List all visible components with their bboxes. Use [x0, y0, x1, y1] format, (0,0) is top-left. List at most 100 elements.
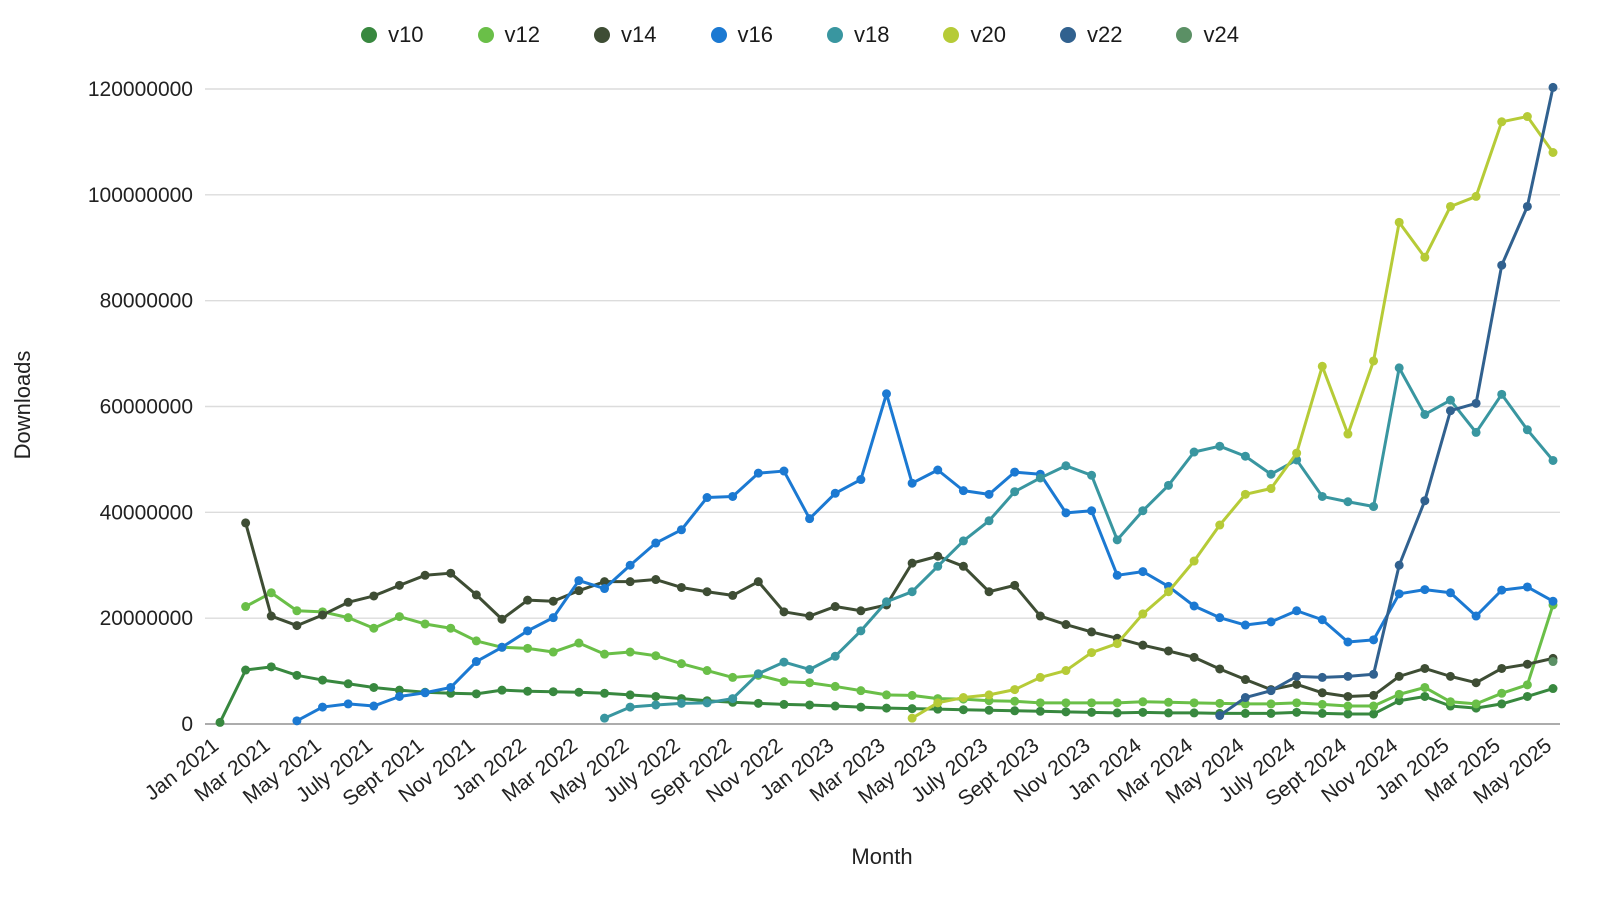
series-line-v14 [244, 521, 1555, 698]
data-point-v10 [241, 665, 251, 675]
data-point-v20 [1369, 356, 1379, 366]
data-point-v16 [830, 488, 840, 498]
legend-color-dot-v20 [943, 27, 960, 43]
data-point-v12 [241, 602, 251, 612]
data-point-v10 [907, 704, 917, 714]
data-point-v14 [318, 610, 328, 620]
data-point-v12 [1138, 697, 1148, 707]
legend-label-v14: v14 [621, 22, 657, 47]
data-point-v18 [1061, 461, 1071, 471]
data-point-v10 [1369, 709, 1379, 719]
legend-item-v24: v24 [1176, 24, 1239, 46]
legend-label-v16: v16 [737, 22, 773, 47]
y-tick-label: 100000000 [88, 184, 193, 207]
data-point-v12 [292, 606, 302, 616]
data-point-v14 [1394, 671, 1404, 681]
data-point-v14 [394, 580, 404, 590]
y-axis-title: Downloads [10, 351, 35, 460]
data-point-v14 [420, 570, 430, 580]
data-point-v16 [1138, 567, 1148, 577]
legend-label-v10: v10 [388, 22, 424, 47]
data-point-v18 [1035, 473, 1045, 483]
data-point-v22 [1394, 560, 1404, 570]
data-point-v16 [1087, 506, 1097, 516]
data-point-v14 [1420, 663, 1430, 673]
legend-item-v14: v14 [594, 22, 657, 47]
data-point-v18 [958, 536, 968, 546]
data-point-v16 [497, 642, 507, 652]
data-point-v16 [394, 691, 404, 701]
data-point-v16 [1317, 615, 1327, 625]
data-point-v18 [1497, 389, 1507, 399]
data-point-v14 [1087, 627, 1097, 637]
data-point-v20 [1445, 201, 1455, 211]
data-point-v20 [1215, 520, 1225, 530]
data-point-v24 [1548, 657, 1558, 667]
data-point-v20 [1010, 685, 1020, 695]
legend-label-v12: v12 [504, 22, 541, 47]
data-point-v20 [1061, 666, 1071, 676]
data-point-v16 [1240, 620, 1250, 630]
data-point-v12 [1266, 699, 1276, 709]
data-point-v14 [1471, 678, 1481, 688]
data-point-v16 [1189, 601, 1199, 611]
data-point-v16 [1445, 588, 1455, 598]
data-point-v16 [1266, 617, 1276, 627]
data-point-v14 [548, 596, 558, 606]
data-point-v18 [1266, 469, 1276, 479]
data-point-v20 [1292, 448, 1302, 458]
data-point-v10 [523, 686, 533, 696]
data-point-v16 [600, 584, 610, 594]
data-point-v12 [1394, 689, 1404, 699]
series-line-v22 [1218, 85, 1555, 718]
data-point-v10 [1163, 708, 1173, 718]
data-point-v18 [1343, 497, 1353, 507]
data-point-v20 [1471, 191, 1481, 201]
data-point-v20 [958, 693, 968, 703]
data-point-v18 [728, 694, 738, 704]
y-axis-tick-labels: 0 20000000 40000000 60000000 80000000 1000000… [88, 78, 193, 736]
data-point-v18 [1138, 506, 1148, 516]
data-point-v10 [215, 717, 225, 727]
data-point-v14 [1292, 679, 1302, 689]
data-point-v12 [523, 643, 533, 653]
data-point-v14 [805, 611, 815, 621]
data-point-v10 [984, 705, 994, 715]
data-point-v14 [1035, 611, 1045, 621]
data-point-v16 [1471, 611, 1481, 621]
data-point-v14 [1522, 659, 1532, 669]
series-v24 [1548, 657, 1558, 667]
data-point-v20 [1138, 609, 1148, 619]
data-point-v12 [1035, 698, 1045, 708]
data-point-v14 [907, 558, 917, 568]
data-point-v12 [1317, 699, 1327, 709]
data-point-v22 [1266, 686, 1276, 696]
y-tick-label: 60000000 [100, 396, 193, 419]
data-point-v16 [446, 682, 456, 692]
data-point-v18 [1215, 441, 1225, 451]
data-point-v10 [471, 689, 481, 699]
data-point-v12 [882, 690, 891, 700]
data-point-v16 [1112, 570, 1122, 580]
data-point-v16 [728, 491, 738, 501]
data-point-v10 [1035, 706, 1045, 716]
data-point-v22 [1522, 201, 1532, 211]
data-point-v12 [394, 612, 404, 622]
data-point-v12 [471, 636, 481, 646]
data-point-v16 [292, 716, 302, 726]
data-point-v16 [856, 475, 866, 485]
data-point-v16 [651, 538, 661, 548]
data-point-v20 [1189, 556, 1199, 566]
data-point-v10 [1138, 707, 1148, 717]
data-point-v12 [830, 681, 840, 691]
data-point-v22 [1471, 398, 1481, 408]
data-point-v18 [625, 702, 635, 712]
series-v22 [1215, 82, 1558, 721]
data-point-v10 [1343, 709, 1353, 719]
data-point-v12 [1112, 698, 1122, 708]
data-point-v16 [1522, 582, 1532, 592]
legend-color-dot-v18 [827, 27, 843, 43]
y-tick-label: 120000000 [88, 78, 193, 101]
